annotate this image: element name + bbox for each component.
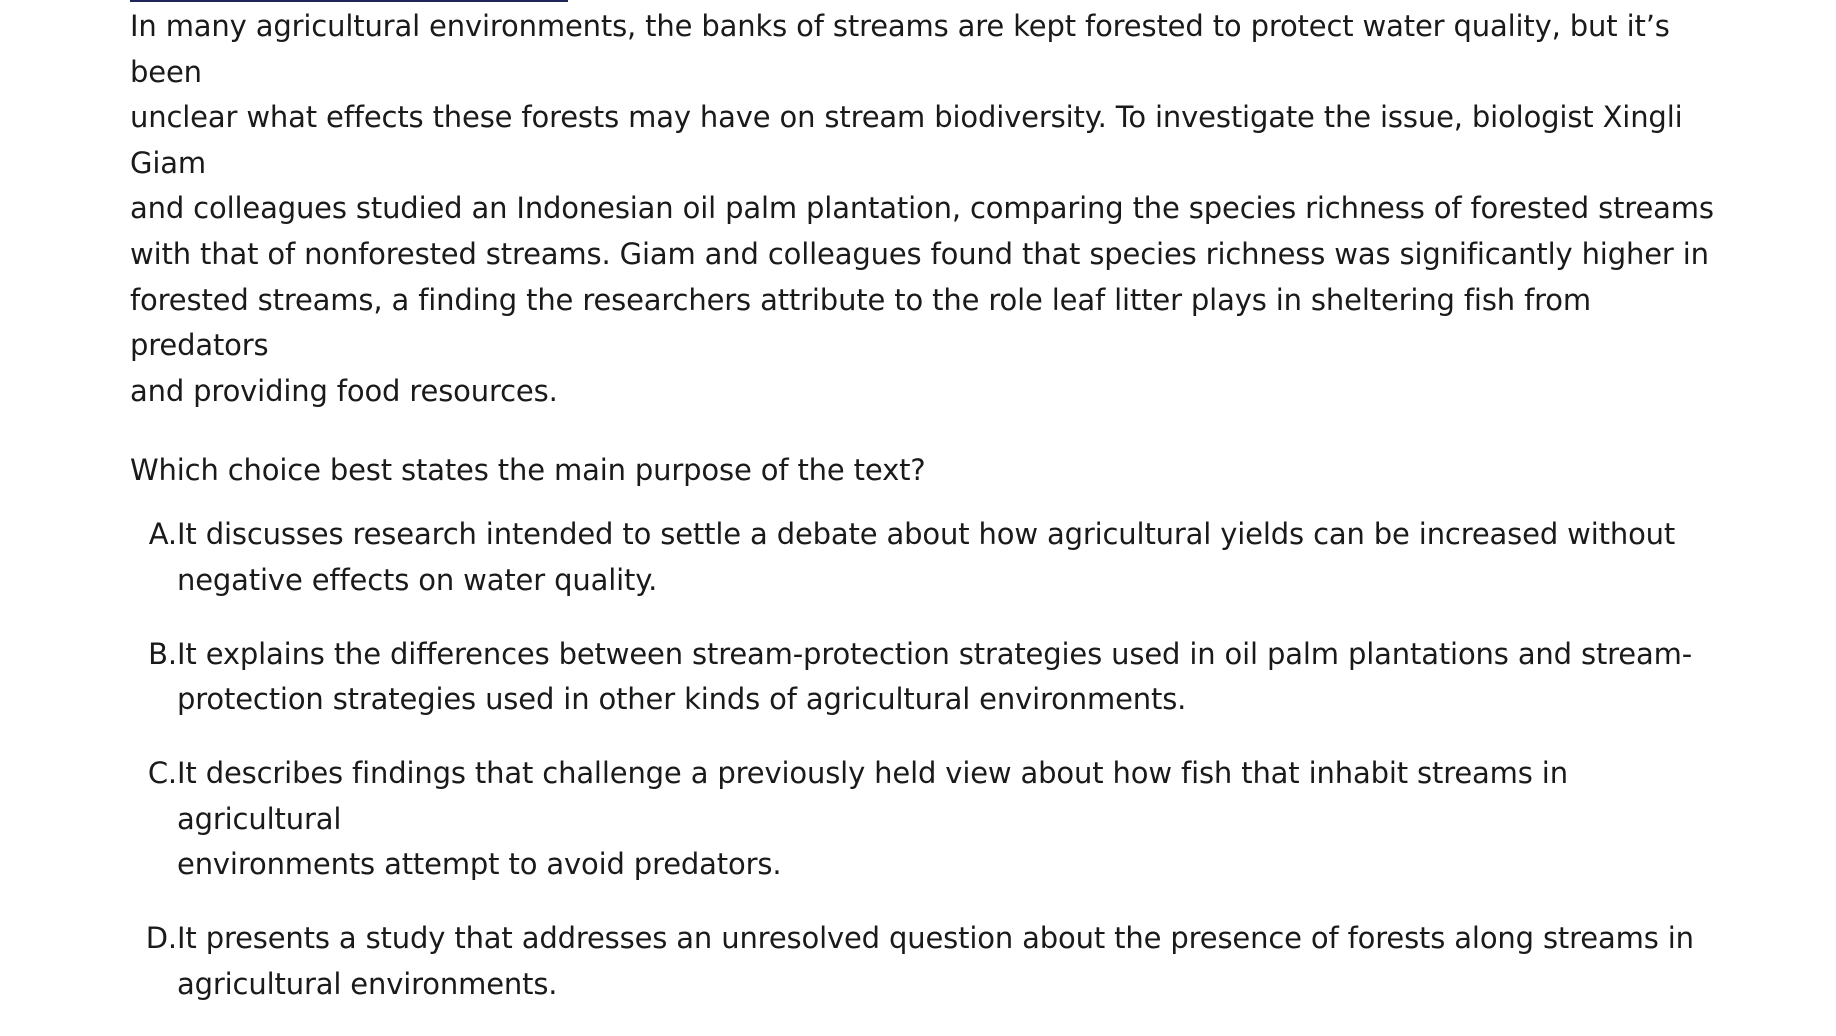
- choice-d-letter: D.: [145, 921, 177, 956]
- answer-choices: A. It discusses research intended to set…: [130, 512, 1730, 1008]
- question-prompt: Which choice best states the main purpos…: [130, 453, 926, 488]
- passage-text: In many agricultural environments, the b…: [130, 9, 1714, 408]
- choice-c[interactable]: C. It describes findings that challenge …: [130, 751, 1730, 888]
- choice-b-letter: B.: [148, 636, 177, 671]
- choice-d[interactable]: D. It presents a study that addresses an…: [130, 916, 1730, 1007]
- choice-c-letter: C.: [147, 756, 177, 791]
- choice-b[interactable]: B. It explains the differences between s…: [130, 632, 1730, 723]
- choice-a-letter: A.: [148, 516, 177, 551]
- question-content: In many agricultural environments, the b…: [130, 4, 1730, 1036]
- choice-b-text: It explains the differences between stre…: [177, 636, 1693, 717]
- choice-a[interactable]: A. It discusses research intended to set…: [130, 512, 1730, 603]
- choice-c-text: It describes findings that challenge a p…: [177, 756, 1568, 882]
- choice-d-text: It presents a study that addresses an un…: [177, 921, 1694, 1001]
- passage-top-rule: [130, 0, 568, 2]
- choice-a-text: It discusses research intended to settle…: [177, 516, 1676, 597]
